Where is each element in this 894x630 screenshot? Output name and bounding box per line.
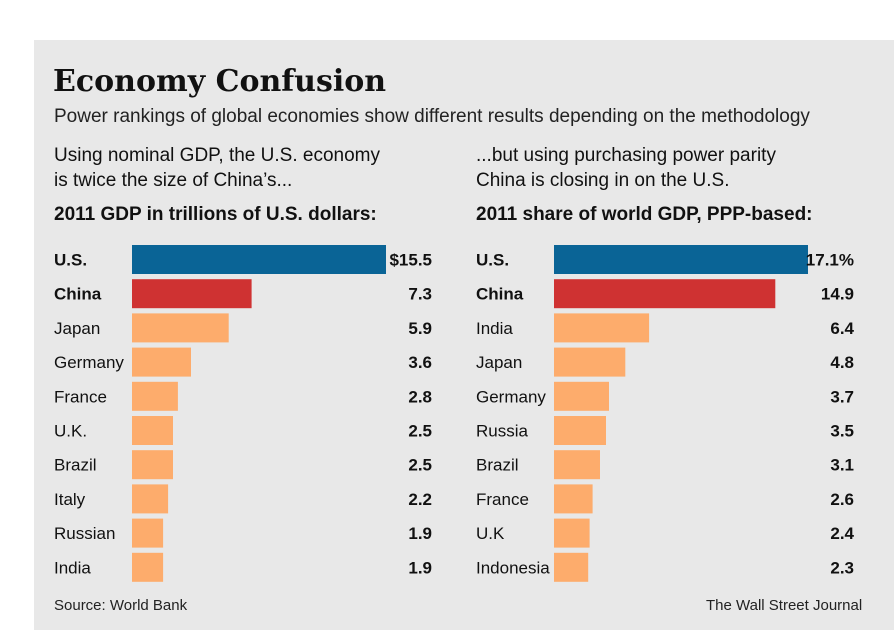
nominal-gdp-bar bbox=[132, 484, 169, 514]
ppp-share-bar bbox=[554, 518, 590, 548]
nominal-gdp-bar bbox=[132, 313, 229, 343]
nominal-gdp-bar bbox=[132, 416, 173, 445]
nominal-gdp-category-label: Russian bbox=[54, 524, 115, 543]
ppp-share-bar bbox=[554, 450, 600, 480]
left-intro-line-1: Using nominal GDP, the U.S. economy bbox=[54, 145, 380, 166]
ppp-share-value-label: 2.4 bbox=[830, 524, 854, 543]
nominal-gdp-bar bbox=[132, 279, 252, 309]
nominal-gdp-value-label: 2.2 bbox=[408, 490, 432, 509]
nominal-gdp-category-label: France bbox=[54, 387, 107, 406]
source-note: Source: World Bank bbox=[54, 597, 188, 614]
right-intro-line-2: China is closing in on the U.S. bbox=[476, 170, 730, 191]
nominal-gdp-bar bbox=[132, 450, 173, 480]
nominal-gdp-bar bbox=[132, 245, 386, 274]
ppp-share-category-label: Indonesia bbox=[476, 558, 550, 577]
nominal-gdp-value-label: 2.5 bbox=[408, 456, 432, 475]
ppp-share-value-label: 17.1% bbox=[806, 251, 854, 270]
ppp-share-category-label: U.K bbox=[476, 524, 505, 543]
ppp-share-bar bbox=[554, 347, 626, 377]
right-chart-title: 2011 share of world GDP, PPP-based: bbox=[476, 204, 813, 225]
nominal-gdp-category-label: U.S. bbox=[54, 251, 87, 270]
nominal-gdp-category-label: China bbox=[54, 285, 102, 304]
nominal-gdp-value-label: 1.9 bbox=[408, 524, 432, 543]
ppp-share-category-label: France bbox=[476, 490, 529, 509]
ppp-share-bar bbox=[554, 416, 606, 445]
right-intro-line-1: ...but using purchasing power parity bbox=[476, 145, 776, 166]
left-intro: Using nominal GDP, the U.S. economy is t… bbox=[54, 143, 380, 193]
ppp-share-category-label: Russia bbox=[476, 422, 529, 441]
ppp-share-value-label: 3.5 bbox=[830, 422, 854, 441]
nominal-gdp-value-label: $15.5 bbox=[389, 251, 432, 270]
ppp-share-bar bbox=[554, 484, 593, 514]
ppp-share-category-label: China bbox=[476, 285, 524, 304]
ppp-share-value-label: 3.1 bbox=[830, 456, 854, 475]
nominal-gdp-category-label: Brazil bbox=[54, 456, 97, 475]
ppp-share-bar bbox=[554, 552, 589, 582]
ppp-share-bar bbox=[554, 245, 808, 274]
ppp-share-category-label: Germany bbox=[476, 387, 546, 406]
ppp-share-category-label: Japan bbox=[476, 353, 522, 372]
ppp-share-chart: U.S. 17.1% China 14.9 India 6.4 Japan 4.8 German… bbox=[476, 245, 855, 582]
ppp-share-value-label: 2.3 bbox=[830, 558, 854, 577]
ppp-share-value-label: 6.4 bbox=[830, 319, 854, 338]
chart-title: Economy Confusion bbox=[53, 64, 387, 99]
nominal-gdp-category-label: U.K. bbox=[54, 422, 87, 441]
ppp-share-category-label: India bbox=[476, 319, 513, 338]
ppp-share-category-label: Brazil bbox=[476, 456, 519, 475]
nominal-gdp-category-label: India bbox=[54, 558, 91, 577]
nominal-gdp-chart: U.S. $15.5 China 7.3 Japan 5.9 Germany 3.6 Franc… bbox=[54, 245, 432, 582]
ppp-share-value-label: 14.9 bbox=[821, 285, 854, 304]
nominal-gdp-value-label: 7.3 bbox=[408, 285, 432, 304]
ppp-share-value-label: 3.7 bbox=[830, 387, 854, 406]
ppp-share-bar bbox=[554, 313, 650, 343]
ppp-share-bar bbox=[554, 279, 776, 309]
nominal-gdp-value-label: 5.9 bbox=[408, 319, 432, 338]
ppp-share-value-label: 2.6 bbox=[830, 490, 854, 509]
nominal-gdp-bar bbox=[132, 552, 164, 582]
publisher-credit: The Wall Street Journal bbox=[706, 597, 863, 614]
left-intro-line-2: is twice the size of China’s... bbox=[54, 170, 293, 191]
ppp-share-category-label: U.S. bbox=[476, 251, 509, 270]
nominal-gdp-category-label: Italy bbox=[54, 490, 86, 509]
nominal-gdp-value-label: 1.9 bbox=[408, 558, 432, 577]
nominal-gdp-bar bbox=[132, 518, 164, 548]
nominal-gdp-category-label: Germany bbox=[54, 353, 124, 372]
ppp-share-value-label: 4.8 bbox=[830, 353, 854, 372]
right-intro: ...but using purchasing power parity Chi… bbox=[476, 143, 776, 193]
nominal-gdp-value-label: 2.8 bbox=[408, 387, 432, 406]
nominal-gdp-bar bbox=[132, 381, 178, 411]
nominal-gdp-category-label: Japan bbox=[54, 319, 100, 338]
chart-subtitle: Power rankings of global economies show … bbox=[54, 106, 810, 127]
nominal-gdp-value-label: 3.6 bbox=[408, 353, 432, 372]
nominal-gdp-bar bbox=[132, 347, 191, 377]
nominal-gdp-value-label: 2.5 bbox=[408, 422, 432, 441]
ppp-share-bar bbox=[554, 381, 609, 411]
left-chart-title: 2011 GDP in trillions of U.S. dollars: bbox=[54, 204, 377, 225]
